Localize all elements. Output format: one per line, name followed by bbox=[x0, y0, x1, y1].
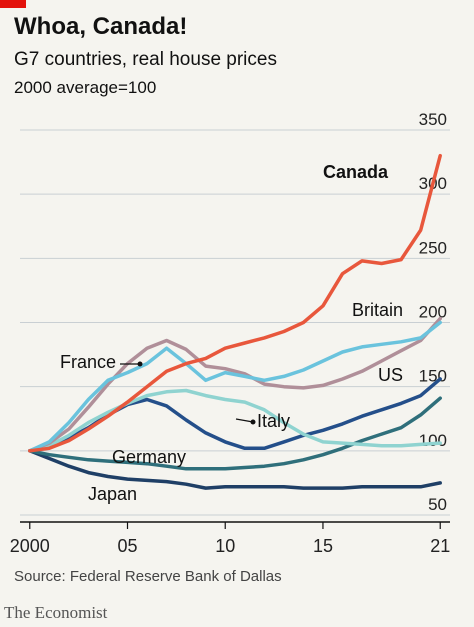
label-leader-italy bbox=[235, 418, 254, 423]
source-note: Source: Federal Reserve Bank of Dallas bbox=[14, 568, 282, 585]
series-label-canada: Canada bbox=[323, 162, 389, 182]
publisher-wordmark: The Economist bbox=[4, 603, 108, 622]
chart-unit-label: 2000 average=100 bbox=[14, 78, 157, 97]
x-tick-label-2015: 15 bbox=[313, 536, 333, 556]
series-line-britain bbox=[28, 320, 442, 453]
series-label-france: France bbox=[60, 352, 116, 372]
series-labels: Canada Britain France US Italy Germany Japan bbox=[60, 162, 403, 504]
brand-red-bar bbox=[0, 0, 26, 8]
chart-title: Whoa, Canada! bbox=[14, 13, 188, 40]
series-label-us: US bbox=[378, 365, 403, 385]
series-line-france bbox=[28, 316, 442, 453]
x-tick-label-2000: 2000 bbox=[10, 536, 50, 556]
gridlines bbox=[20, 129, 450, 516]
y-tick-label-200: 200 bbox=[419, 303, 447, 322]
x-tick-label-2010: 10 bbox=[215, 536, 235, 556]
series-label-italy: Italy bbox=[257, 411, 290, 431]
chart-subtitle: G7 countries, real house prices bbox=[14, 49, 277, 70]
series-label-germany: Germany bbox=[112, 447, 186, 467]
x-tick-label-2021: 21 bbox=[430, 536, 450, 556]
series-line-germany bbox=[28, 396, 442, 471]
series-label-britain: Britain bbox=[352, 300, 403, 320]
series-lines bbox=[28, 153, 442, 490]
series-line-us bbox=[28, 377, 442, 453]
y-tick-label-50: 50 bbox=[428, 495, 447, 514]
y-tick-label-150: 150 bbox=[419, 367, 447, 386]
label-leader-dot-italy bbox=[250, 419, 256, 425]
y-tick-label-350: 350 bbox=[419, 110, 447, 129]
label-leader-dot-france bbox=[137, 361, 143, 367]
y-tick-label-250: 250 bbox=[419, 238, 447, 257]
series-line-canada bbox=[28, 153, 442, 453]
x-tick-label-2005: 05 bbox=[117, 536, 137, 556]
series-line-japan bbox=[28, 449, 442, 490]
y-tick-label-100: 100 bbox=[419, 431, 447, 450]
series-label-japan: Japan bbox=[88, 484, 137, 504]
x-axis: 2000 05 10 15 21 bbox=[10, 521, 450, 556]
series-line-italy bbox=[28, 388, 442, 453]
